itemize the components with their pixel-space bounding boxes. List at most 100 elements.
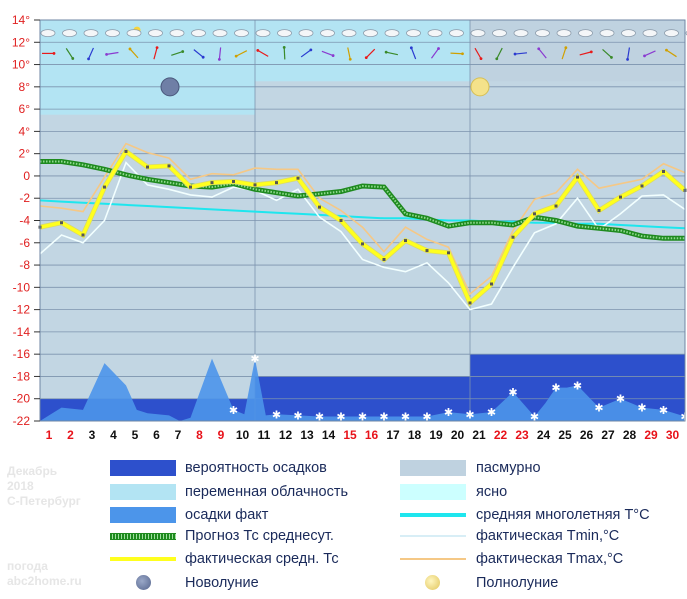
x-tick-label: 9	[218, 428, 225, 442]
full-moon-icon	[425, 575, 440, 590]
wind-arrow-icon	[321, 50, 334, 57]
legend-label-full-moon: Полнолуние	[476, 575, 559, 591]
x-tick-label: 25	[558, 428, 572, 442]
wind-arrow-icon	[347, 47, 351, 60]
forecast-line-swatch	[110, 533, 176, 540]
cloud-icon	[470, 29, 486, 38]
cloud-icon	[664, 29, 679, 38]
tmax-line-swatch	[400, 558, 466, 560]
x-tick-label: 20	[451, 428, 465, 442]
wind-arrow-head-icon	[495, 57, 499, 61]
y-tick-label: -2	[19, 191, 30, 205]
cloud-icon	[621, 29, 636, 38]
new-moon-icon	[136, 575, 151, 590]
x-tick-label: 3	[89, 428, 96, 442]
x-tick-label: 28	[623, 428, 637, 442]
avg-actual-point	[232, 180, 235, 184]
x-tick-label: 10	[236, 428, 250, 442]
avg-actual-point	[339, 219, 343, 222]
snow-icon: ✱	[508, 386, 517, 399]
legend-label-tmin: фактическая Tmin,°С	[476, 528, 620, 544]
cloud-icon	[363, 29, 378, 38]
x-tick-label: 11	[258, 428, 271, 442]
y-tick-label: -8	[19, 258, 30, 272]
wind-arrow-icon	[496, 47, 503, 60]
x-tick-label: 18	[408, 428, 422, 442]
cloud-band-overcast	[470, 20, 685, 82]
wind-arrow-icon	[106, 51, 119, 55]
y-tick-label: 6°	[19, 102, 31, 116]
wind-arrow-head-icon	[155, 46, 159, 50]
snow-icon: ✱	[530, 411, 539, 424]
snow-icon: ✱	[573, 379, 582, 392]
y-tick-label: 2°	[19, 147, 31, 161]
cloud-icon	[406, 29, 421, 38]
avg-actual-line-swatch	[110, 557, 176, 561]
wind-arrow-icon	[283, 47, 286, 60]
x-tick-label: 8	[196, 428, 203, 442]
legend-label-overcast: пасмурно	[476, 460, 541, 476]
snow-icon: ✱	[272, 408, 281, 421]
cloud-icon	[62, 29, 77, 38]
x-tick-label: 2	[67, 428, 74, 442]
legend-label-forecast: Прогноз Тс среднесут.	[185, 528, 334, 544]
wind-arrow-icon	[171, 50, 183, 56]
wind-arrow-head-icon	[348, 57, 352, 61]
wind-arrow-icon	[474, 47, 482, 59]
y-tick-label: -12	[13, 303, 31, 317]
wind-arrow-head-icon	[181, 50, 185, 53]
cloud-icon	[449, 29, 464, 38]
wind-arrow-icon	[88, 47, 94, 60]
avg-actual-point	[619, 195, 622, 199]
legend-label-clear: ясно	[476, 484, 508, 500]
watermark-site-name: погода	[7, 559, 48, 573]
wind-arrow-icon	[257, 49, 269, 57]
wind-arrow-head-icon	[234, 54, 238, 58]
avg-actual-point	[210, 181, 214, 185]
wind-arrow-icon	[644, 50, 656, 57]
wind-arrow-head-icon	[537, 47, 541, 51]
wind-arrow-icon	[365, 48, 376, 59]
snow-icon: ✱	[250, 353, 259, 366]
wind-arrow-head-icon	[256, 49, 260, 52]
legend-label-precip-prob: вероятность осадков	[185, 460, 327, 476]
wind-arrow-icon	[129, 48, 139, 59]
cloud-icon	[427, 29, 443, 38]
x-tick-label: 6	[153, 428, 160, 442]
wind-arrow-icon	[514, 52, 528, 55]
cloud-icon	[492, 29, 507, 38]
new-moon-icon	[160, 77, 180, 97]
wind-arrow-icon	[235, 50, 248, 57]
avg-actual-point	[146, 165, 149, 169]
wind-arrow-icon	[561, 47, 567, 60]
avg-actual-point	[81, 233, 85, 237]
wind-arrow-head-icon	[479, 57, 483, 61]
legend-label-tmax: фактическая Tmax,°С	[476, 551, 624, 567]
avg-actual-point	[662, 169, 665, 173]
clear-swatch	[400, 484, 466, 500]
wind-arrow-head-icon	[564, 46, 568, 50]
cloud-icon	[341, 29, 357, 38]
cloud-icon	[83, 29, 99, 38]
snow-icon: ✱	[594, 402, 603, 415]
snow-icon: ✱	[680, 411, 687, 424]
wind-arrow-head-icon	[610, 56, 613, 59]
watermark-city: С-Петербург	[7, 494, 81, 508]
cloud-icon	[105, 29, 120, 38]
snow-icon: ✱	[422, 411, 431, 424]
avg-actual-point	[275, 181, 278, 185]
snow-icon: ✱	[465, 408, 474, 421]
x-tick-label: 26	[580, 428, 594, 442]
cloud-icon	[126, 29, 142, 38]
legend-label-norm: средняя многолетняя Т°С	[476, 507, 650, 523]
avg-actual-point	[597, 208, 601, 212]
wind-arrow-head-icon	[71, 57, 75, 60]
y-tick-label: -10	[13, 280, 31, 294]
wind-arrow-icon	[153, 47, 158, 60]
forecast-line-dots	[40, 160, 685, 240]
cloud-icon	[191, 29, 206, 38]
x-tick-label: 7	[175, 428, 182, 442]
wind-arrow-icon	[450, 52, 463, 55]
cloud-icon	[384, 29, 400, 38]
wind-arrow-head-icon	[105, 52, 108, 56]
